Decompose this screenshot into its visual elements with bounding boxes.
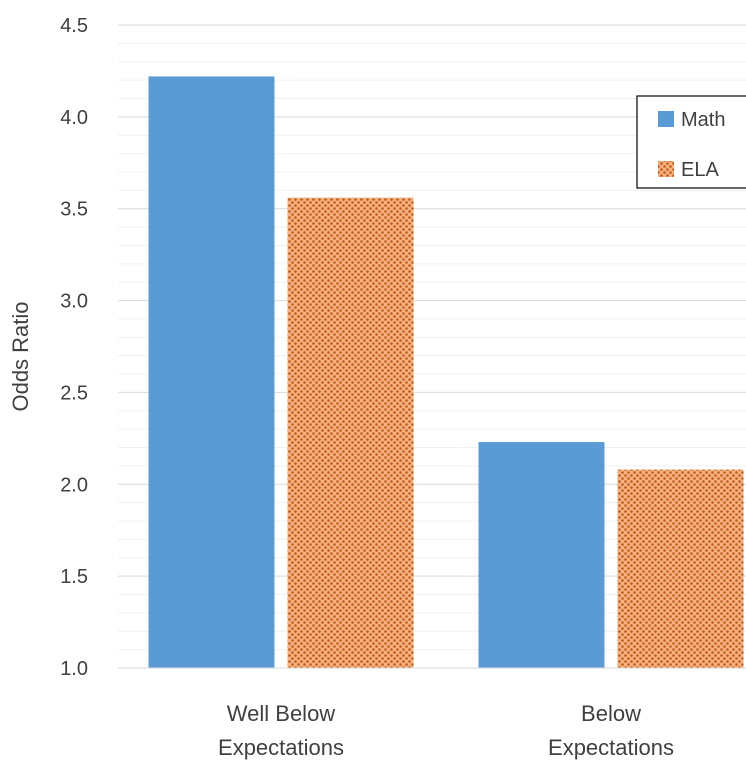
y-tick-label: 3.0 (60, 291, 88, 313)
y-tick-label: 4.0 (60, 107, 88, 129)
bar-math-2 (479, 442, 605, 668)
y-tick-label: 2.0 (60, 474, 88, 496)
y-axis-title: Odds Ratio (8, 301, 33, 411)
x-category-label: Below Expectations (548, 701, 674, 760)
y-tick-label: 2.5 (60, 382, 88, 404)
legend-label-math: Math (681, 109, 725, 131)
bar-ela-1 (288, 198, 414, 668)
y-tick-label: 1.0 (60, 658, 88, 680)
bar-ela-2 (618, 470, 744, 668)
legend-swatch-math (658, 111, 674, 127)
legend-label-ela: ELA (681, 159, 719, 181)
y-axis-ticks: 1.0 1.5 2.0 2.5 3.0 3.5 4.0 4.5 (60, 15, 88, 680)
y-tick-label: 1.5 (60, 566, 88, 588)
x-category-label: Well Below Expectations (218, 701, 344, 760)
y-tick-label: 4.5 (60, 15, 88, 37)
y-tick-label: 3.5 (60, 199, 88, 221)
legend: Math ELA (637, 96, 746, 188)
x-axis-labels: Well Below Expectations Below Expectations (218, 701, 674, 760)
bar-math-1 (149, 76, 275, 668)
legend-swatch-ela (658, 161, 674, 177)
